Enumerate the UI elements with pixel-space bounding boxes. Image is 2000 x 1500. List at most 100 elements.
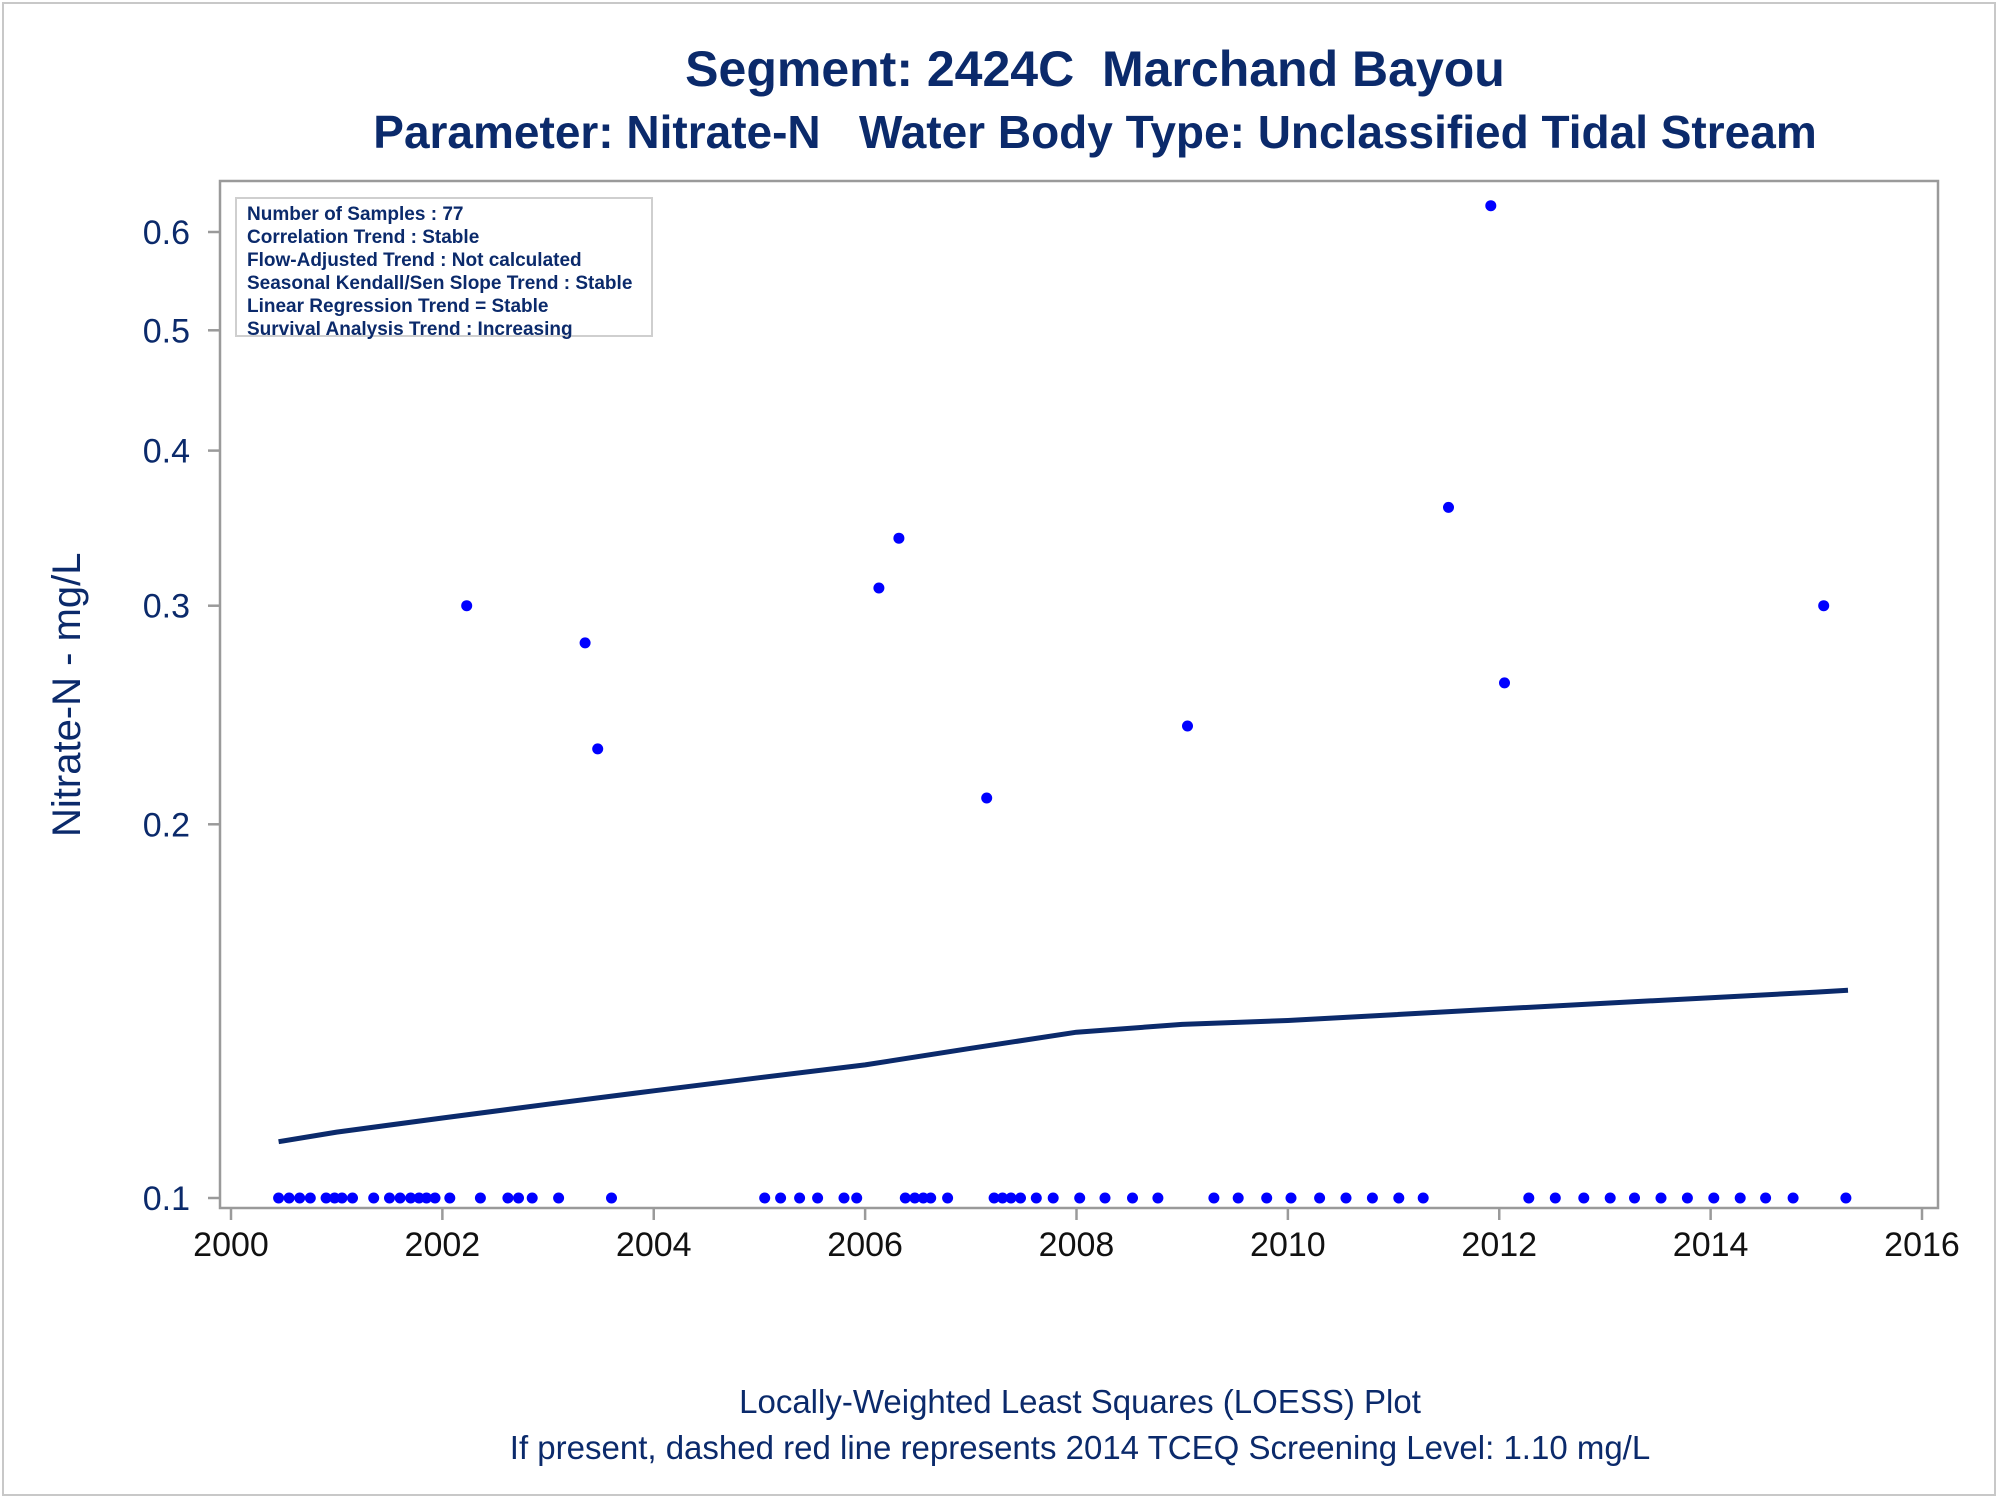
x-tick-label: 2010 [1250,1226,1326,1264]
x-tick-label: 2006 [827,1226,903,1264]
footnote-loess: Locally-Weighted Least Squares (LOESS) P… [739,1383,1421,1420]
data-point [579,637,591,649]
data-point [1261,1192,1273,1204]
x-tick-label: 2002 [405,1226,481,1264]
data-point [981,792,993,804]
data-point [1417,1192,1429,1204]
y-tick-label: 0.5 [143,312,190,350]
data-point [899,1192,911,1204]
data-point [444,1192,456,1204]
stats-line-correlation: Correlation Trend : Stable [247,227,480,248]
data-point [794,1192,806,1204]
y-tick-label: 0.3 [143,588,190,626]
data-point [851,1192,863,1204]
data-point [347,1192,358,1204]
data-point [1152,1192,1164,1204]
data-point [1578,1192,1590,1204]
plot-axes: 2000 2002 2004 2006 2008 2010 2012 2014 2016 0.1 0… [143,179,1960,1264]
data-point [873,582,885,594]
stats-line-seasonal-kendall: Seasonal Kendall/Sen Slope Trend : Stabl… [247,273,633,294]
plot-border [218,179,1940,1210]
data-point [1393,1192,1405,1204]
data-point [368,1192,380,1204]
data-point [1499,677,1510,689]
data-point [1074,1192,1086,1204]
data-point [606,1192,617,1204]
data-point [461,600,473,612]
data-point [294,1192,306,1204]
data-point [909,1192,921,1204]
data-point [759,1192,771,1204]
data-point [1047,1192,1059,1204]
x-tick-label: 2000 [193,1226,269,1264]
data-point [1681,1192,1693,1204]
y-tick-label: 0.2 [143,806,190,844]
stats-box: Number of Samples : 77 Correlation Trend… [235,197,653,340]
data-point [1655,1192,1667,1204]
chart-title: Segment: 2424C Marchand Bayou [685,41,1505,97]
x-tick-label: 2014 [1673,1226,1749,1264]
data-point [925,1192,937,1204]
data-point [1208,1192,1220,1204]
data-point [893,532,905,544]
data-point [1708,1192,1720,1204]
footnote-screening-level: If present, dashed red line represents 2… [509,1429,1651,1466]
data-point [1787,1192,1799,1204]
data-point [1840,1192,1852,1204]
data-point [1232,1192,1244,1204]
data-point [384,1192,395,1204]
stats-line-survival: Survival Analysis Trend : Increasing [247,319,573,340]
data-point [394,1192,406,1204]
data-point [1366,1192,1378,1204]
x-tick-label: 2004 [616,1226,692,1264]
data-point [553,1192,565,1204]
x-tick-label: 2008 [1039,1226,1115,1264]
loess-line [278,987,1849,1145]
y-tick-label: 0.4 [143,433,190,471]
data-point [812,1192,824,1204]
data-point [421,1192,432,1204]
data-point [1340,1192,1352,1204]
data-point [320,1192,332,1204]
data-point [1549,1192,1561,1204]
data-point [526,1192,538,1204]
y-tick-label: 0.6 [143,214,190,252]
plot-marks [273,200,1852,1204]
stats-line-flow-adjusted: Flow-Adjusted Trend : Not calculated [247,250,582,271]
data-point [1015,1192,1026,1204]
x-tick-label: 2012 [1461,1226,1537,1264]
data-point [1099,1192,1111,1204]
data-point [474,1192,486,1204]
data-point [988,1192,1000,1204]
data-point [1523,1192,1535,1204]
stats-line-samples: Number of Samples : 77 [247,204,464,225]
data-point [1127,1192,1138,1204]
data-point [1629,1192,1640,1204]
data-point [304,1192,316,1204]
data-point [429,1192,441,1204]
data-point [1760,1192,1772,1204]
data-point [273,1192,285,1204]
data-point [513,1192,524,1204]
data-point [1443,501,1454,513]
data-point [1005,1192,1017,1204]
data-point [283,1192,295,1204]
data-point [838,1192,850,1204]
x-tick-label: 2016 [1884,1226,1960,1264]
data-point [1485,200,1497,212]
data-point [942,1192,954,1204]
data-point [1285,1192,1297,1204]
stats-line-linear-regression: Linear Regression Trend = Stable [247,296,549,317]
data-point [1604,1192,1616,1204]
data-point [336,1192,348,1204]
data-point [775,1192,787,1204]
data-point [1314,1192,1326,1204]
data-point [997,1192,1008,1204]
data-point [592,743,604,755]
data-point [502,1192,514,1204]
data-point [1734,1192,1746,1204]
data-point [1030,1192,1042,1204]
data-point [405,1192,417,1204]
